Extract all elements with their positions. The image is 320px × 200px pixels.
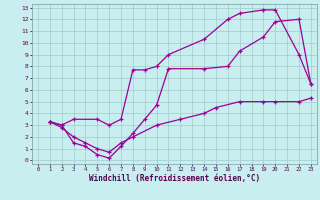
X-axis label: Windchill (Refroidissement éolien,°C): Windchill (Refroidissement éolien,°C) (89, 174, 260, 183)
